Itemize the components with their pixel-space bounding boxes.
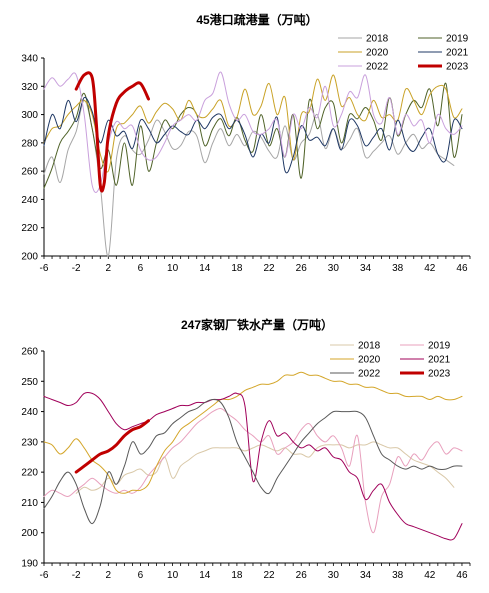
x-tick-label: 2 [106,570,112,581]
legend-label-2020: 2020 [366,48,389,59]
legend: 2018 2019 2020 2021 2022 2023 [330,341,451,380]
x-tick-label: 26 [296,570,308,581]
series-line-2019 [43,407,463,534]
x-tick-label: 14 [199,263,211,274]
series-line-2020 [43,371,463,494]
legend: 2018 2019 2020 2021 2022 2023 [338,34,469,73]
x-tick-label: 46 [456,263,468,274]
x-tick-label: 34 [360,570,372,581]
y-tick-label: 300 [21,110,38,121]
y-tick-label: 280 [21,138,38,149]
x-tick-label: 10 [167,263,179,274]
legend-label-2019: 2019 [428,341,451,352]
chart-1: 45港口疏港量（万吨） 200 220 240 260 280 300 320 340 -6 -2 2… [21,12,471,274]
y-tick-label: 210 [21,498,38,509]
x-tick-label: 38 [392,263,404,274]
x-tick-label: -2 [72,263,81,274]
legend-label-2022: 2022 [366,62,389,73]
legend-label-2023: 2023 [446,62,469,73]
legend-label-2019: 2019 [446,34,469,45]
x-tick-label: 6 [138,570,144,581]
series-line-2021 [43,391,463,541]
x-tick-label: 14 [199,570,211,581]
series-line-2023 [74,71,150,193]
legend-label-2023: 2023 [428,369,451,380]
series-line-2022 [43,399,463,525]
legend-label-2021: 2021 [428,355,451,366]
y-tick-label: 320 [21,82,38,93]
series-line-2022 [43,71,463,193]
x-tick-label: 38 [392,570,404,581]
x-tick-label: 6 [138,263,144,274]
x-tick-label: 18 [231,570,243,581]
y-tick-label: 200 [21,528,38,539]
legend-label-2018: 2018 [366,34,389,45]
x-tick-label: 46 [456,570,468,581]
y-tick-label: 200 [21,252,38,263]
x-tick-label: 22 [263,570,275,581]
x-tick-label: 34 [360,263,372,274]
y-tick-label: 260 [21,167,38,178]
y-tick-label: 220 [21,468,38,479]
series-line-2018 [75,441,455,494]
x-tick-label: -2 [72,570,81,581]
chart-title: 247家钢厂铁水产量（万吨） [181,317,333,332]
x-tick-label: 22 [263,263,275,274]
y-tick-label: 220 [21,223,38,234]
x-tick-label: 42 [424,263,436,274]
series-line-2023 [74,419,150,474]
x-tick-label: -6 [40,263,49,274]
x-tick-label: 18 [231,263,243,274]
legend-label-2020: 2020 [358,355,381,366]
y-tick-label: 340 [21,54,38,65]
x-tick-label: 42 [424,570,436,581]
chart-title: 45港口疏港量（万吨） [196,12,317,27]
chart-2: 247家钢厂铁水产量（万吨）190200210220230240250260-6… [21,317,471,581]
x-tick-label: 2 [106,263,112,274]
x-tick-label: 30 [328,570,340,581]
x-tick-label: 26 [296,263,308,274]
x-tick-label: 30 [328,263,340,274]
y-tick-label: 250 [21,377,38,388]
series-line-2021 [43,96,463,174]
series-line-2020 [43,74,463,173]
y-tick-label: 230 [21,437,38,448]
y-tick-label: 240 [21,407,38,418]
legend-label-2022: 2022 [358,369,381,380]
y-tick-label: 190 [21,559,38,570]
legend-label-2021: 2021 [446,48,469,59]
x-tick-label: 10 [167,570,179,581]
y-tick-label: 240 [21,195,38,206]
y-tick-label: 260 [21,347,38,358]
legend-label-2018: 2018 [358,341,381,352]
x-tick-label: -6 [40,570,49,581]
